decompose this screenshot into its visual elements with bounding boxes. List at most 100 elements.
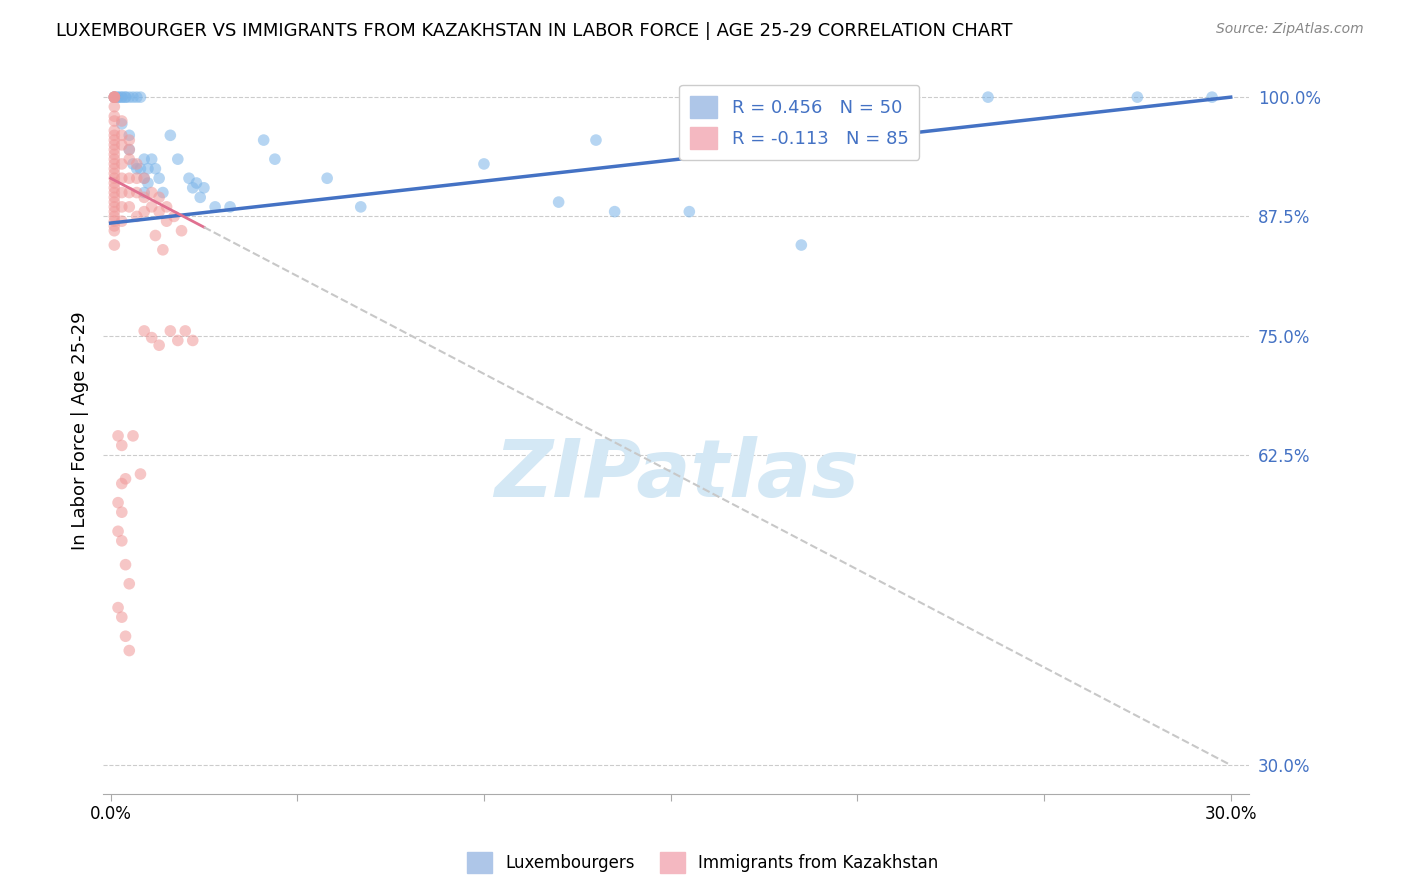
Point (188, 190, 211, 204)
Point (103, 152, 125, 166)
Point (103, 90, 125, 104)
Point (122, 90, 145, 104)
Point (103, 109, 125, 123)
Point (152, 243, 174, 257)
Text: ZIPatlas: ZIPatlas (494, 435, 859, 514)
Point (107, 90, 129, 104)
Point (134, 171, 156, 186)
Point (134, 324, 156, 338)
Point (103, 171, 125, 186)
Point (145, 161, 167, 176)
Text: LUXEMBOURGER VS IMMIGRANTS FROM KAZAKHSTAN IN LABOR FORCE | AGE 25-29 CORRELATIO: LUXEMBOURGER VS IMMIGRANTS FROM KAZAKHST… (56, 22, 1012, 40)
Point (129, 161, 152, 176)
Point (166, 152, 188, 166)
Point (103, 123, 125, 137)
Point (114, 558, 136, 572)
Point (103, 224, 125, 238)
Point (103, 186, 125, 200)
Point (103, 238, 125, 252)
Point (134, 204, 156, 219)
Point (118, 152, 141, 166)
Point (122, 157, 145, 171)
Point (114, 90, 136, 104)
Point (111, 533, 134, 548)
Point (118, 171, 141, 186)
Point (111, 610, 134, 624)
Point (1201, 90, 1223, 104)
Point (125, 90, 148, 104)
Point (134, 171, 156, 186)
Point (141, 186, 163, 200)
Point (103, 90, 125, 104)
Text: Source: ZipAtlas.com: Source: ZipAtlas.com (1216, 22, 1364, 37)
Point (107, 600, 129, 615)
Point (141, 200, 163, 214)
Point (129, 90, 152, 104)
Point (148, 190, 170, 204)
Point (107, 429, 129, 443)
Point (134, 152, 156, 166)
Point (103, 166, 125, 180)
Legend: Luxembourgers, Immigrants from Kazakhstan: Luxembourgers, Immigrants from Kazakhsta… (461, 846, 945, 880)
Point (103, 147, 125, 161)
Point (181, 181, 204, 195)
Point (264, 152, 287, 166)
Point (118, 143, 141, 157)
Point (155, 214, 177, 228)
Point (316, 171, 339, 186)
Point (125, 161, 148, 176)
Point (678, 204, 700, 219)
Point (114, 90, 136, 104)
Point (103, 176, 125, 190)
Point (111, 200, 134, 214)
Point (136, 176, 159, 190)
Point (103, 210, 125, 224)
Point (148, 204, 170, 219)
Point (159, 128, 181, 143)
Point (118, 143, 141, 157)
Point (111, 505, 134, 519)
Point (111, 476, 134, 491)
Point (118, 643, 141, 657)
Point (141, 152, 163, 166)
Point (103, 195, 125, 210)
Point (155, 200, 177, 214)
Point (163, 210, 186, 224)
Point (111, 137, 134, 152)
Point (129, 467, 152, 481)
Point (125, 171, 148, 186)
Point (134, 190, 156, 204)
Point (118, 133, 141, 147)
Point (103, 143, 125, 157)
Point (103, 204, 125, 219)
Point (125, 186, 148, 200)
Point (152, 186, 174, 200)
Point (134, 186, 156, 200)
Point (118, 200, 141, 214)
Y-axis label: In Labor Force | Age 25-29: In Labor Force | Age 25-29 (72, 312, 89, 550)
Point (111, 171, 134, 186)
Point (103, 137, 125, 152)
Point (103, 90, 125, 104)
Point (125, 157, 148, 171)
Point (107, 524, 129, 539)
Point (111, 186, 134, 200)
Point (103, 214, 125, 228)
Point (204, 200, 226, 214)
Point (103, 190, 125, 204)
Point (1126, 90, 1149, 104)
Point (111, 157, 134, 171)
Point (977, 90, 1000, 104)
Point (118, 90, 141, 104)
Point (103, 90, 125, 104)
Point (111, 438, 134, 452)
Point (118, 576, 141, 591)
Point (186, 176, 208, 190)
Point (111, 90, 134, 104)
Point (148, 338, 170, 352)
Point (145, 228, 167, 243)
Point (103, 219, 125, 233)
Point (603, 204, 626, 219)
Point (111, 128, 134, 143)
Point (193, 181, 215, 195)
